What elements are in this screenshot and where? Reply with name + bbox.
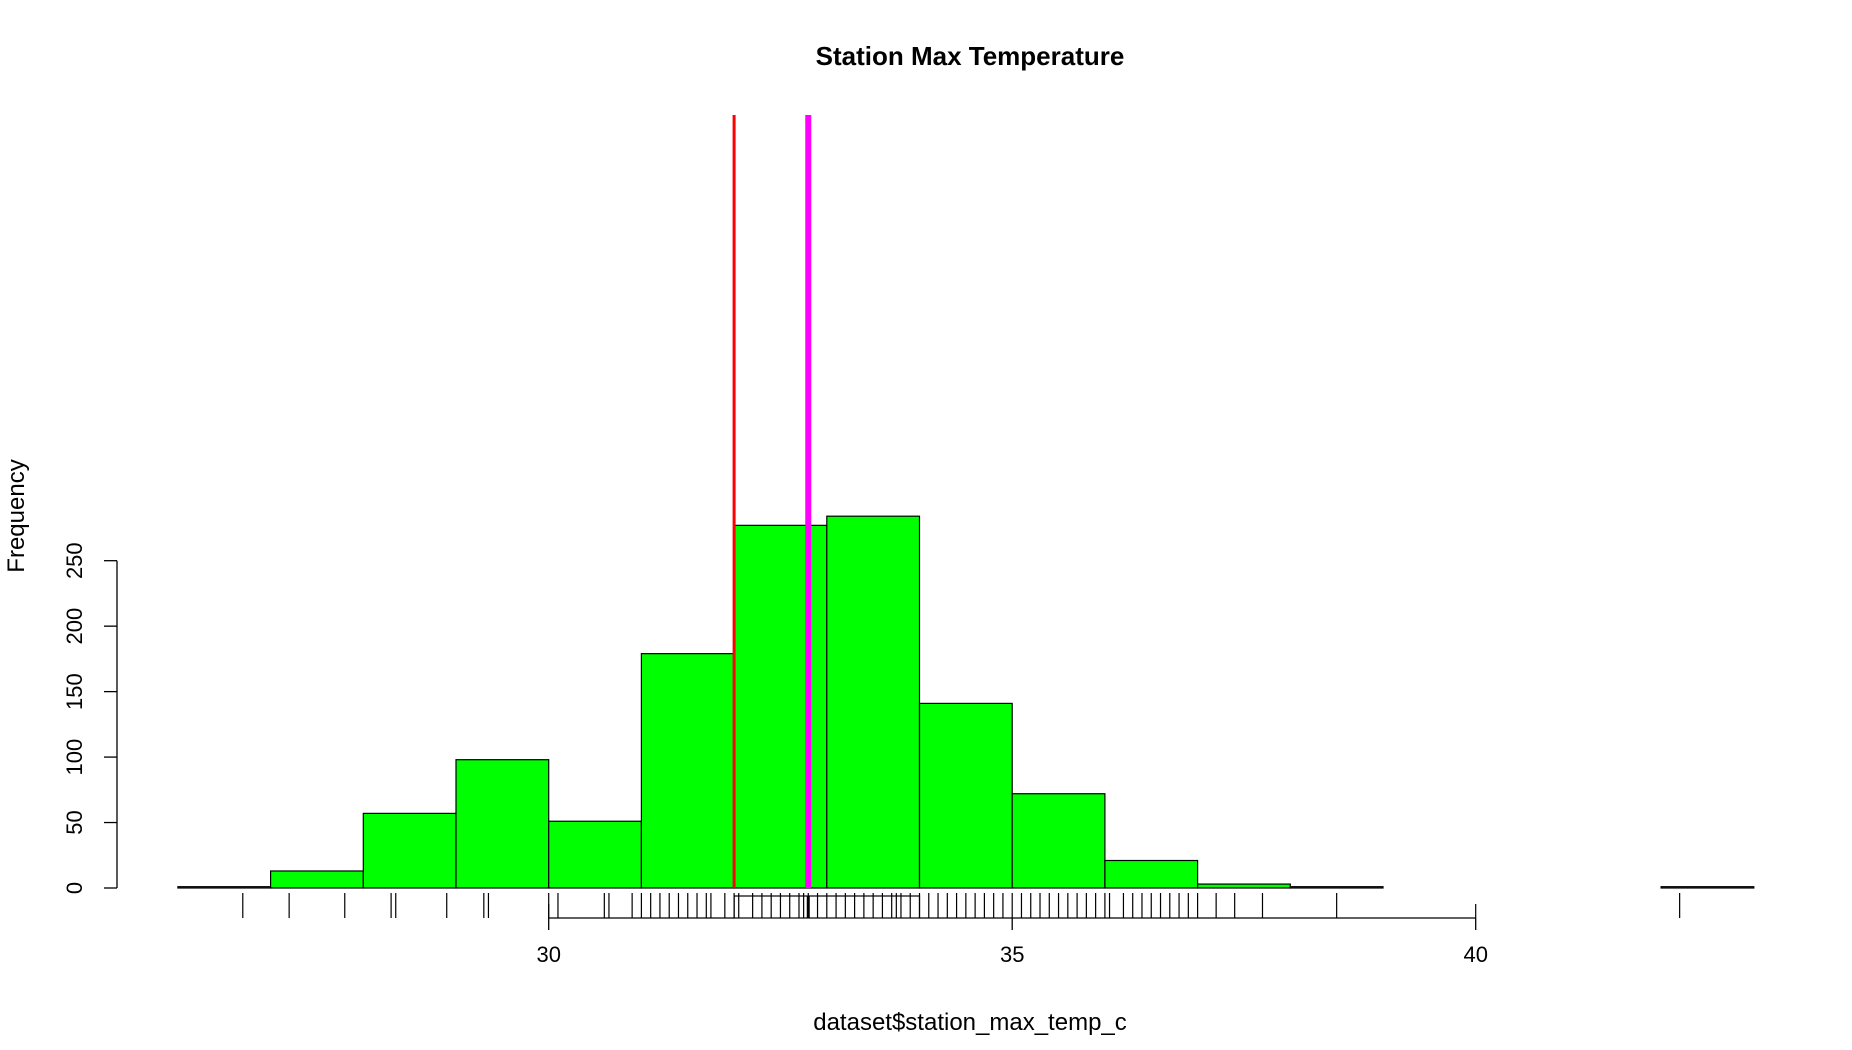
x-tick-label: 30 — [536, 942, 560, 967]
y-tick-label: 50 — [62, 810, 87, 834]
y-axis-label: Frequency — [3, 459, 30, 572]
y-axis: 0 50 100 150 200 250 — [62, 542, 118, 894]
histogram-bars — [177, 515, 1755, 889]
y-tick-label: 0 — [62, 882, 87, 894]
histogram-bar — [640, 653, 735, 889]
y-tick-label: 150 — [62, 673, 87, 710]
histogram-bar — [733, 524, 828, 889]
x-tick-label: 40 — [1463, 942, 1487, 967]
histogram-bar — [1289, 886, 1384, 889]
x-axis-label: dataset$station_max_temp_c — [813, 1009, 1127, 1036]
histogram-bar — [918, 702, 1013, 889]
histogram-bar — [1196, 883, 1291, 889]
y-tick-label: 200 — [62, 608, 87, 645]
chart-title: Station Max Temperature — [816, 41, 1125, 71]
histogram-bar — [270, 870, 364, 889]
histogram-bar — [1011, 793, 1106, 889]
histogram-bar — [826, 515, 921, 889]
y-tick-label: 100 — [62, 739, 87, 776]
histogram-bar — [362, 812, 457, 889]
boxplot-box — [733, 895, 921, 919]
histogram-bar — [177, 886, 272, 889]
y-tick-label: 250 — [62, 542, 87, 579]
reference-lines — [732, 115, 812, 888]
histogram-bar — [455, 759, 550, 889]
x-tick-label: 35 — [1000, 942, 1024, 967]
x-axis: 30 35 40 — [536, 918, 1488, 967]
histogram-bar — [1660, 886, 1755, 889]
histogram-bar — [548, 820, 643, 889]
histogram-bar — [1104, 859, 1199, 889]
rug-marks — [242, 893, 1681, 918]
